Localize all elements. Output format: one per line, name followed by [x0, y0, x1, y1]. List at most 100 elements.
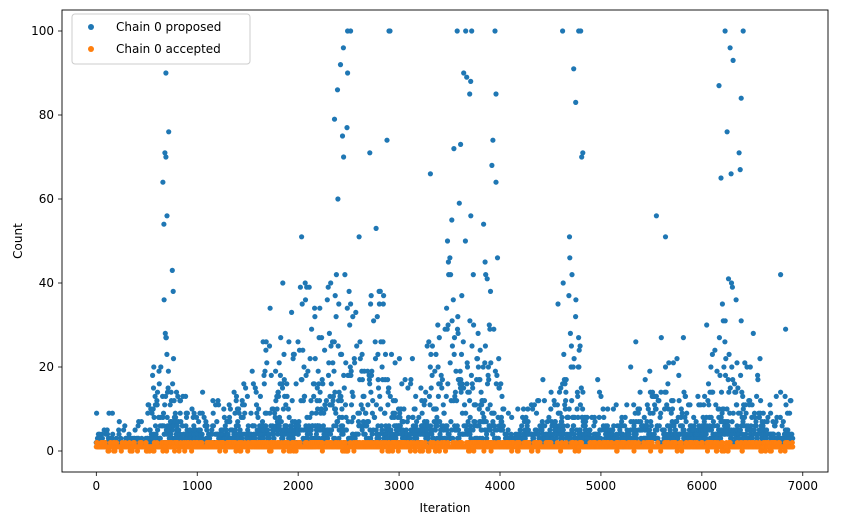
accepted-point: [129, 448, 135, 454]
proposed-point: [679, 410, 685, 416]
accepted-point: [554, 440, 560, 446]
proposed-point: [399, 381, 405, 387]
proposed-point: [277, 372, 283, 378]
proposed-point: [775, 431, 782, 437]
proposed-point: [327, 431, 334, 437]
proposed-point: [172, 410, 178, 416]
proposed-point: [468, 372, 474, 378]
proposed-point: [248, 410, 254, 416]
proposed-point: [262, 368, 268, 374]
proposed-point: [539, 427, 545, 433]
proposed-point: [569, 398, 575, 404]
proposed-point: [161, 297, 167, 303]
x-tick-label: 3000: [384, 479, 415, 493]
proposed-point: [740, 28, 746, 34]
accepted-point: [113, 440, 120, 446]
proposed-point: [255, 414, 261, 420]
proposed-point: [767, 402, 773, 408]
proposed-point: [351, 356, 357, 362]
proposed-point: [160, 414, 166, 420]
proposed-point: [361, 393, 367, 399]
proposed-point: [755, 377, 761, 383]
accepted-point: [481, 448, 487, 454]
proposed-point: [490, 137, 496, 143]
proposed-point: [710, 419, 717, 425]
proposed-point: [295, 431, 301, 437]
proposed-point: [343, 427, 349, 433]
proposed-point: [173, 414, 179, 420]
proposed-point: [475, 364, 481, 370]
proposed-point: [551, 398, 557, 404]
proposed-point: [708, 427, 715, 433]
proposed-point: [424, 343, 430, 349]
proposed-point: [733, 297, 739, 303]
proposed-point: [239, 435, 245, 441]
proposed-point: [283, 402, 289, 408]
proposed-point: [365, 368, 371, 374]
proposed-point: [315, 406, 321, 412]
accepted-point: [649, 440, 655, 446]
proposed-point: [173, 389, 180, 395]
proposed-point: [274, 419, 280, 425]
accepted-point: [725, 448, 731, 454]
accepted-point: [164, 448, 170, 454]
proposed-point: [467, 423, 473, 429]
proposed-point: [163, 154, 169, 160]
proposed-point: [360, 419, 366, 425]
proposed-point: [787, 410, 793, 416]
proposed-point: [358, 423, 364, 429]
proposed-point: [742, 360, 748, 366]
proposed-point: [429, 343, 435, 349]
accepted-point: [345, 448, 351, 454]
proposed-point: [340, 431, 346, 437]
proposed-point: [728, 171, 734, 177]
proposed-point: [575, 435, 581, 441]
proposed-point: [614, 435, 620, 441]
proposed-point: [743, 410, 749, 416]
proposed-point: [473, 402, 479, 408]
proposed-point: [522, 435, 528, 441]
accepted-point: [782, 448, 788, 454]
proposed-point: [99, 435, 105, 441]
accepted-point: [655, 440, 661, 446]
proposed-point: [116, 431, 122, 437]
proposed-point: [346, 288, 352, 294]
proposed-point: [496, 385, 502, 391]
proposed-point: [332, 406, 339, 412]
proposed-point: [349, 419, 355, 425]
proposed-point: [235, 423, 241, 429]
proposed-point: [718, 414, 724, 420]
proposed-point: [571, 356, 577, 362]
proposed-point: [360, 406, 366, 412]
accepted-point: [759, 448, 765, 454]
accepted-point: [436, 448, 442, 454]
accepted-point: [515, 448, 521, 454]
proposed-point: [425, 435, 431, 441]
proposed-point: [722, 372, 729, 378]
proposed-point: [427, 171, 433, 177]
proposed-point: [385, 389, 391, 395]
proposed-point: [483, 272, 489, 278]
proposed-point: [184, 410, 190, 416]
proposed-point: [312, 314, 318, 320]
proposed-point: [577, 343, 583, 349]
accepted-point: [217, 448, 223, 454]
proposed-point: [633, 431, 639, 437]
proposed-point: [214, 419, 220, 425]
proposed-point: [176, 427, 182, 433]
proposed-point: [456, 435, 462, 441]
proposed-point: [163, 335, 169, 341]
y-tick-label: 40: [39, 276, 54, 290]
proposed-point: [500, 423, 506, 429]
proposed-point: [308, 427, 314, 433]
proposed-point: [164, 389, 171, 395]
proposed-point: [747, 398, 753, 404]
proposed-point: [454, 28, 460, 34]
proposed-point: [779, 423, 785, 429]
proposed-point: [300, 347, 306, 353]
proposed-point: [142, 427, 148, 433]
proposed-point: [484, 431, 490, 437]
proposed-point: [167, 402, 173, 408]
accepted-point: [285, 440, 291, 446]
